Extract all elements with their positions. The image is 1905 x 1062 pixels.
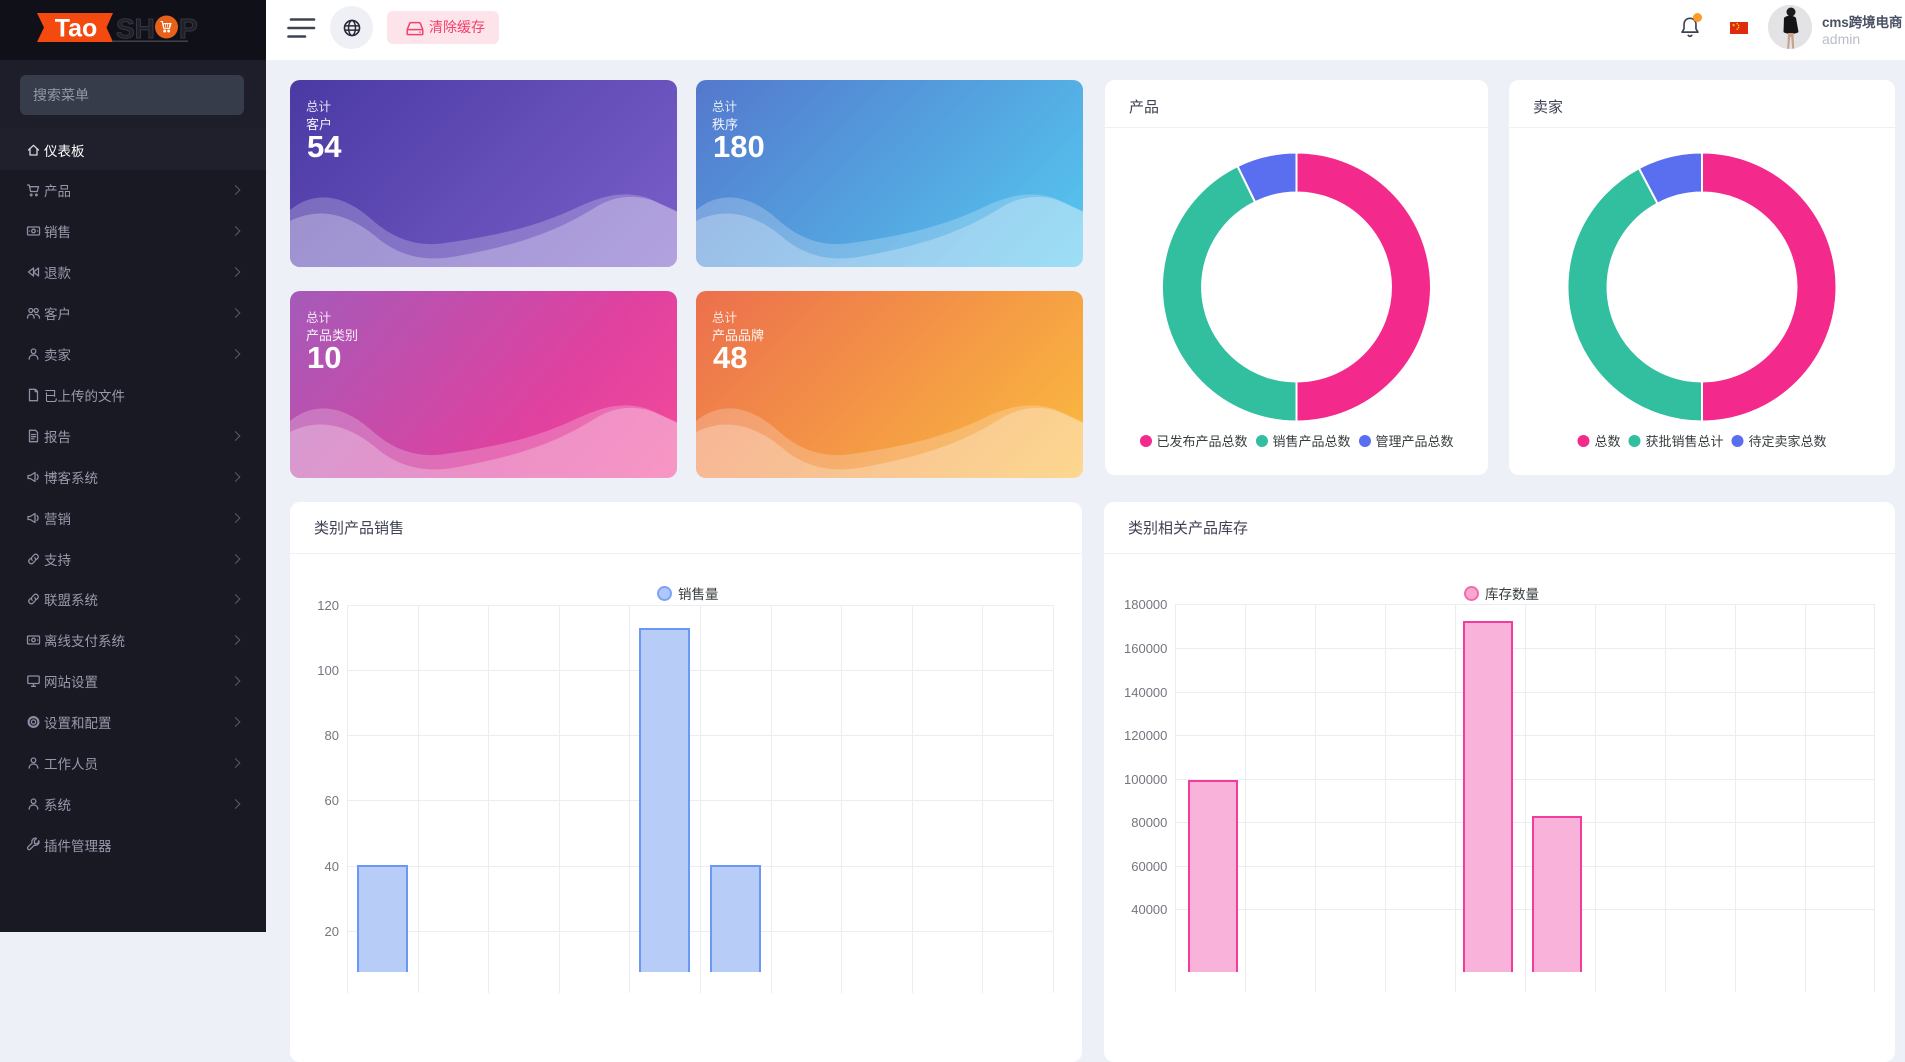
svg-text:P: P [179,13,198,44]
svg-text:Tao: Tao [55,15,98,43]
svg-text:SH: SH [116,13,155,44]
